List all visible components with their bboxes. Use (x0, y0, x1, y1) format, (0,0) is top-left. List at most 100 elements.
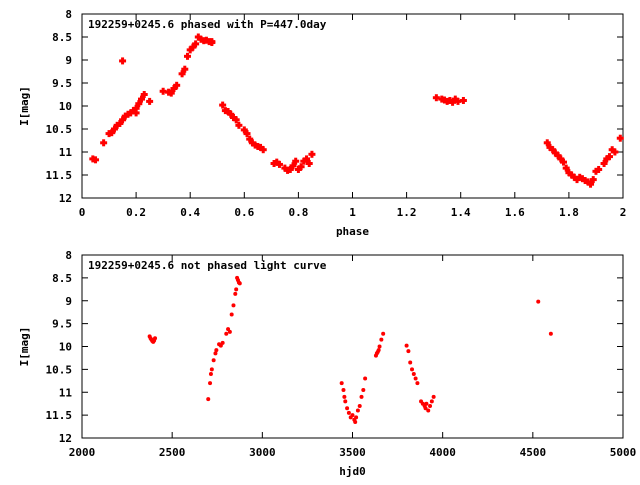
data-point-bar (453, 95, 457, 103)
data-point (449, 98, 457, 106)
data-point-bar (129, 109, 133, 117)
data-point-bar (597, 165, 601, 173)
plot-frame (81, 13, 624, 199)
data-point-bar (586, 178, 590, 186)
data-point-bar (245, 130, 249, 138)
y-tick-label: 10 (59, 100, 72, 113)
data-point (357, 403, 362, 408)
data-point (570, 173, 578, 181)
data-point (303, 155, 311, 163)
x-tick-label: 2500 (159, 446, 186, 459)
data-point-bar (123, 112, 127, 120)
data-point (220, 340, 225, 345)
data-point-bar (556, 152, 560, 160)
data-point (350, 413, 355, 418)
data-point (559, 158, 567, 166)
data-point-bar (299, 163, 303, 171)
data-point-bar (234, 116, 238, 124)
data-point (454, 97, 462, 105)
data-point-bar (102, 139, 106, 147)
data-point (423, 406, 428, 411)
y-tick-label: 12 (59, 192, 72, 205)
data-points (147, 275, 553, 424)
data-point (259, 146, 267, 154)
data-point (565, 169, 573, 177)
data-point-bar (288, 165, 292, 173)
data-point-bar (131, 107, 135, 115)
data-point (589, 176, 597, 184)
data-point (376, 348, 381, 353)
data-point (410, 367, 415, 372)
data-points (89, 33, 624, 188)
data-point (181, 65, 189, 73)
y-tick-label: 10 (59, 341, 72, 354)
data-point (429, 399, 434, 404)
data-point-bar (551, 146, 555, 154)
x-tick-label: 3500 (339, 446, 366, 459)
x-tick-label: 1.6 (505, 206, 525, 219)
data-point (167, 89, 175, 97)
x-tick-label: 1.8 (559, 206, 579, 219)
data-point (237, 281, 242, 286)
data-point (224, 108, 232, 116)
data-point (214, 348, 219, 353)
data-point (404, 343, 409, 348)
x-tick-label: 2000 (69, 446, 96, 459)
data-point (411, 371, 416, 376)
data-point (211, 358, 216, 363)
data-point-bar (231, 114, 235, 121)
data-point (146, 97, 154, 105)
data-point (189, 43, 197, 51)
y-tick-label: 9.5 (52, 318, 72, 331)
data-point-bar (134, 109, 138, 117)
y-tick-label: 8 (65, 249, 72, 262)
data-point-bar (589, 180, 593, 188)
data-point-bar (180, 70, 184, 78)
data-point-bar (191, 43, 195, 51)
data-point (208, 371, 213, 376)
data-point-bar (277, 160, 281, 168)
data-point-bar (94, 156, 98, 164)
data-point (213, 351, 218, 356)
data-point (363, 376, 368, 381)
plot-frame (81, 254, 624, 439)
data-point-bar (564, 164, 568, 172)
data-point-bar (121, 116, 125, 124)
data-point (379, 337, 384, 342)
data-point (297, 163, 305, 171)
data-point-bar (196, 33, 200, 41)
data-point-bar (134, 104, 138, 112)
data-point (343, 399, 348, 404)
data-point-bar (307, 160, 311, 167)
data-point-bar (194, 40, 198, 48)
data-point (428, 403, 433, 408)
data-point (342, 394, 347, 399)
data-point (153, 336, 158, 341)
data-point (170, 85, 178, 93)
data-point-bar (434, 94, 438, 102)
data-point (231, 303, 236, 308)
data-point (431, 394, 436, 399)
chart-title: 192259+0245.6 phased with P=447.0day (88, 18, 327, 31)
data-point-bar (567, 169, 571, 177)
data-point (140, 91, 148, 98)
data-point-bar (310, 150, 314, 158)
data-point-bar (237, 121, 241, 129)
data-point (426, 408, 431, 413)
data-point-bar (553, 149, 557, 157)
data-point (432, 94, 440, 102)
data-point (233, 291, 238, 296)
data-point (595, 165, 603, 173)
data-point (275, 160, 283, 168)
data-point-bar (175, 81, 179, 89)
data-point (108, 129, 116, 137)
data-point (229, 312, 234, 317)
data-point-bar (605, 155, 609, 163)
data-point (605, 153, 613, 161)
data-point (257, 143, 265, 151)
data-point-bar (451, 98, 455, 106)
data-point-bar (248, 135, 252, 143)
data-point (192, 40, 200, 48)
data-point (227, 110, 235, 118)
